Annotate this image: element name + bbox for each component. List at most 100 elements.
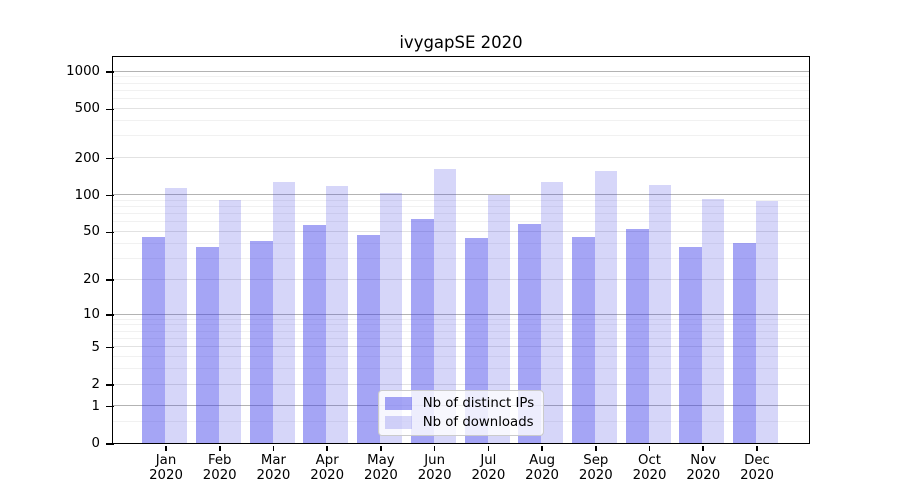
x-tick-year: 2020 [525, 468, 559, 484]
x-tick-label: Feb 2020 [188, 453, 252, 485]
major-gridline [112, 70, 809, 72]
bar-downloads-dec [756, 200, 779, 444]
bar-distinct-ips-may [357, 234, 381, 444]
bar-distinct-ips-jan [142, 237, 166, 444]
x-tick-month: Dec [744, 452, 770, 468]
y-tick-label: 20 [83, 272, 100, 288]
y-tick-mark [106, 108, 114, 111]
x-tick-year: 2020 [149, 468, 183, 484]
x-tick-mark [487, 445, 490, 451]
x-tick-month: Feb [207, 452, 232, 468]
minor-gridline [112, 206, 809, 208]
y-tick-mark [106, 346, 114, 349]
x-tick-year: 2020 [632, 468, 667, 484]
y-tick-label: 1 [91, 398, 100, 414]
x-tick-label: May 2020 [349, 453, 413, 485]
minor-gridline [112, 330, 809, 332]
major-gridline [112, 313, 809, 315]
y-tick-label: 5 [91, 339, 100, 355]
bar-distinct-ips-dec [733, 243, 757, 444]
x-tick-year: 2020 [310, 468, 345, 484]
minor-gridline [112, 368, 809, 370]
bar-downloads-jul [487, 194, 510, 444]
y-tick-mark [106, 443, 114, 445]
major-gridline [112, 383, 809, 385]
bar-distinct-ips-sep [572, 237, 595, 444]
x-tick-month: Apr [315, 452, 339, 468]
x-tick-mark [165, 445, 167, 451]
bar-downloads-aug [541, 181, 564, 444]
y-tick-mark [106, 231, 114, 234]
major-gridline [112, 278, 809, 280]
bar-distinct-ips-nov [679, 247, 703, 444]
x-tick-label: Apr 2020 [295, 453, 359, 485]
bar-downloads-may [380, 193, 403, 444]
minor-gridline [112, 257, 809, 259]
x-tick-month: Sep [583, 452, 609, 468]
x-tick-month: Jan [155, 452, 177, 468]
x-tick-label: Dec 2020 [725, 453, 789, 485]
y-tick-mark [106, 314, 114, 316]
x-tick-label: Jan 2020 [134, 453, 198, 485]
major-gridline [112, 157, 809, 159]
legend-label-distinct-ips: Nb of distinct IPs [422, 395, 535, 411]
minor-gridline [112, 221, 809, 223]
bar-downloads-nov [702, 198, 725, 444]
x-tick-year: 2020 [578, 468, 613, 484]
major-gridline [112, 231, 809, 233]
x-tick-month: May [367, 452, 395, 468]
x-tick-mark [326, 445, 328, 451]
x-tick-label: Sep 2020 [564, 453, 628, 485]
x-tick-mark [433, 445, 436, 451]
y-tick-mark [106, 157, 114, 160]
x-tick-year: 2020 [471, 468, 506, 484]
y-tick-label: 2 [91, 376, 100, 392]
bar-downloads-feb [218, 199, 241, 444]
minor-gridline [112, 213, 809, 215]
x-tick-mark [541, 445, 543, 451]
x-tick-mark [272, 445, 275, 451]
y-tick-label: 50 [83, 224, 100, 240]
plot-area: Nb of distinct IPs Nb of downloads [111, 56, 810, 445]
x-tick-year: 2020 [686, 468, 721, 484]
minor-gridline [112, 199, 809, 201]
major-gridline [112, 346, 809, 348]
bar-distinct-ips-jun [410, 218, 434, 444]
x-tick-year: 2020 [363, 468, 398, 484]
x-tick-mark [218, 445, 221, 451]
minor-gridline [112, 337, 809, 339]
y-tick-mark [106, 405, 114, 408]
bar-downloads-apr [326, 185, 349, 444]
minor-gridline [112, 242, 809, 244]
bar-downloads-sep [595, 171, 617, 444]
x-tick-label: Jun 2020 [403, 453, 467, 485]
minor-gridline [112, 76, 809, 78]
x-tick-label: Nov 2020 [671, 453, 735, 485]
x-tick-year: 2020 [417, 468, 452, 484]
chart-title: ivygapSE 2020 [399, 33, 523, 52]
x-tick-label: Mar 2020 [241, 453, 305, 485]
y-tick-mark [106, 194, 114, 197]
x-tick-month: Aug [529, 452, 556, 468]
minor-gridline [112, 318, 809, 320]
y-tick-label: 100 [74, 187, 100, 203]
bar-distinct-ips-mar [249, 240, 273, 444]
bar-distinct-ips-oct [625, 229, 649, 444]
x-tick-label: Jul 2020 [456, 453, 520, 485]
x-tick-month: Jun [424, 452, 446, 468]
legend-entry-downloads: Nb of downloads [384, 413, 543, 432]
x-tick-month: Oct [638, 452, 662, 468]
legend-swatch-downloads [384, 415, 412, 429]
y-tick-label: 500 [74, 101, 100, 117]
x-tick-mark [702, 445, 705, 451]
bar-distinct-ips-feb [195, 247, 219, 444]
minor-gridline [112, 98, 809, 100]
legend-swatch-distinct-ips [384, 396, 412, 410]
y-tick-label: 0 [91, 436, 100, 451]
x-tick-year: 2020 [202, 468, 237, 484]
y-tick-mark [106, 279, 114, 281]
y-tick-mark [106, 384, 114, 386]
bar-downloads-jun [433, 169, 456, 444]
minor-gridline [112, 356, 809, 358]
